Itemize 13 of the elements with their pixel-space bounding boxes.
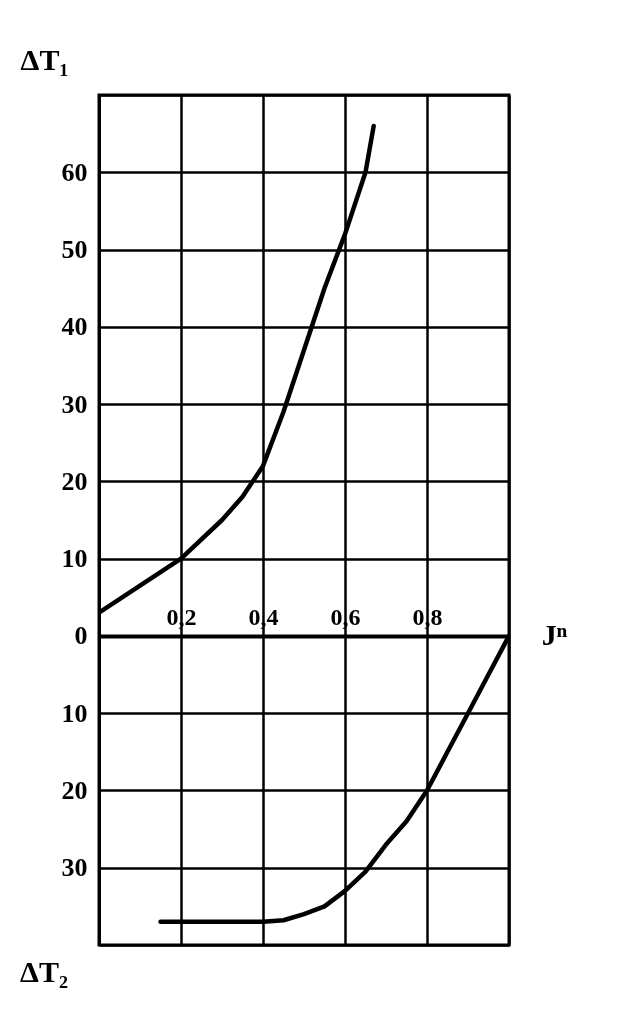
text: ΔT₂ — [20, 955, 68, 988]
y-tick-label: 50 — [61, 235, 88, 265]
y-tick-label: 10 — [61, 544, 88, 574]
y-tick-label: 30 — [61, 853, 88, 883]
y-axis-title: ΔT₁ — [20, 42, 69, 76]
y-tick-label: 0 — [74, 621, 88, 651]
y-tick-label: 20 — [61, 775, 88, 805]
y-tick-label: 60 — [61, 157, 88, 187]
y-tick-label: 40 — [61, 312, 88, 342]
x-axis-title: Jⁿ — [541, 618, 568, 652]
y-tick-label: 30 — [61, 389, 88, 419]
y-tick-label: 20 — [61, 466, 88, 496]
y-tick-label: 10 — [61, 698, 88, 728]
